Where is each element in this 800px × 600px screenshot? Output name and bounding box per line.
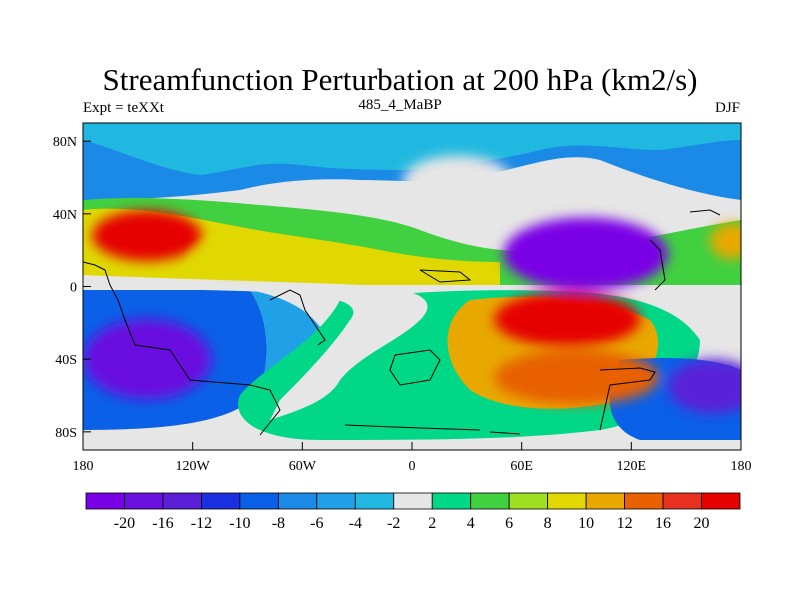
contour-extremum-4: [494, 291, 641, 347]
run-id-label: 485_4_MaBP: [358, 97, 442, 113]
colorbar-label: -4: [349, 515, 362, 532]
colorbar-label: -6: [310, 515, 323, 532]
contour-extremum-7: [667, 359, 741, 414]
longitude-axis: 180 120W 60W 0 60E 120E 180: [73, 442, 752, 474]
colorbar-label: 8: [544, 515, 552, 532]
colorbar-swatch: [85, 492, 125, 510]
latitude-axis: 80N 40N 0 40S 80S: [53, 135, 91, 441]
colorbar-swatch: [701, 492, 741, 510]
colorbar-label: -10: [229, 515, 250, 532]
contour-field: [83, 123, 741, 450]
colorbar-label: 10: [578, 515, 594, 532]
x-tick-label: 120W: [176, 459, 211, 474]
y-tick-label: 0: [70, 281, 77, 296]
contour-extremum-8: [709, 222, 741, 260]
colorbar-label: -20: [114, 515, 135, 532]
colorbar-swatch: [393, 492, 433, 510]
map-title: Streamfunction Perturbation at 200 hPa (…: [102, 62, 698, 97]
colorbar-swatch: [354, 492, 395, 510]
colorbar-swatch: [316, 492, 356, 510]
contour-band-zero: [83, 275, 428, 420]
colorbar-swatch: [239, 492, 279, 510]
colorbar-label: 16: [655, 515, 671, 532]
colorbar-swatch: [662, 492, 702, 510]
colorbar-swatch: [277, 492, 318, 510]
x-tick-label: 60E: [510, 459, 533, 474]
contour-extremum-0: [92, 210, 202, 262]
colorbar-swatch: [201, 492, 241, 510]
y-tick-label: 40S: [55, 353, 77, 368]
colorbar-label: 20: [694, 515, 710, 532]
y-tick-label: 40N: [53, 208, 77, 223]
colorbar-swatch: [124, 492, 164, 510]
x-tick-label: 60W: [289, 459, 317, 474]
contour-extremum-3: [503, 217, 668, 291]
colorbar-label: 4: [467, 515, 475, 532]
colorbar-label: -8: [272, 515, 285, 532]
colorbar-swatch: [508, 492, 549, 510]
contour-extremum-1: [196, 244, 299, 274]
colorbar-label: -16: [152, 515, 173, 532]
colorbar-swatch: [431, 492, 472, 510]
contour-extrema: [83, 155, 741, 414]
contour-extremum-6: [83, 319, 211, 400]
colorbar-label: -2: [387, 515, 400, 532]
season-label: DJF: [714, 100, 740, 116]
experiment-label: Expt = teXXt: [83, 100, 164, 116]
colorbar-swatch: [624, 492, 664, 510]
y-tick-label: 80N: [53, 135, 77, 150]
colorbar-label: 6: [505, 515, 513, 532]
x-tick-label: 180: [731, 459, 752, 474]
x-tick-label: 120E: [617, 459, 647, 474]
contour-band-nh-north-inner: [83, 123, 741, 175]
colorbar-label: -12: [191, 515, 212, 532]
colorbar-swatch: [547, 492, 587, 510]
colorbar-swatch: [162, 492, 202, 510]
coastline: [82, 209, 721, 436]
x-tick-label: 0: [409, 459, 416, 474]
colorbar-swatch: [470, 492, 510, 510]
colorbar: -20 -16 -12 -10 -8 -6 -4 -2 2 4 6 8 10 12 16 20: [85, 492, 741, 532]
contour-extremum-5: [494, 350, 659, 405]
contour-extremum-2: [402, 155, 513, 207]
y-tick-label: 80S: [55, 426, 77, 441]
colorbar-label: 12: [617, 515, 633, 532]
colorbar-label: 2: [428, 515, 436, 532]
x-tick-label: 180: [73, 459, 94, 474]
colorbar-swatch: [585, 492, 625, 510]
